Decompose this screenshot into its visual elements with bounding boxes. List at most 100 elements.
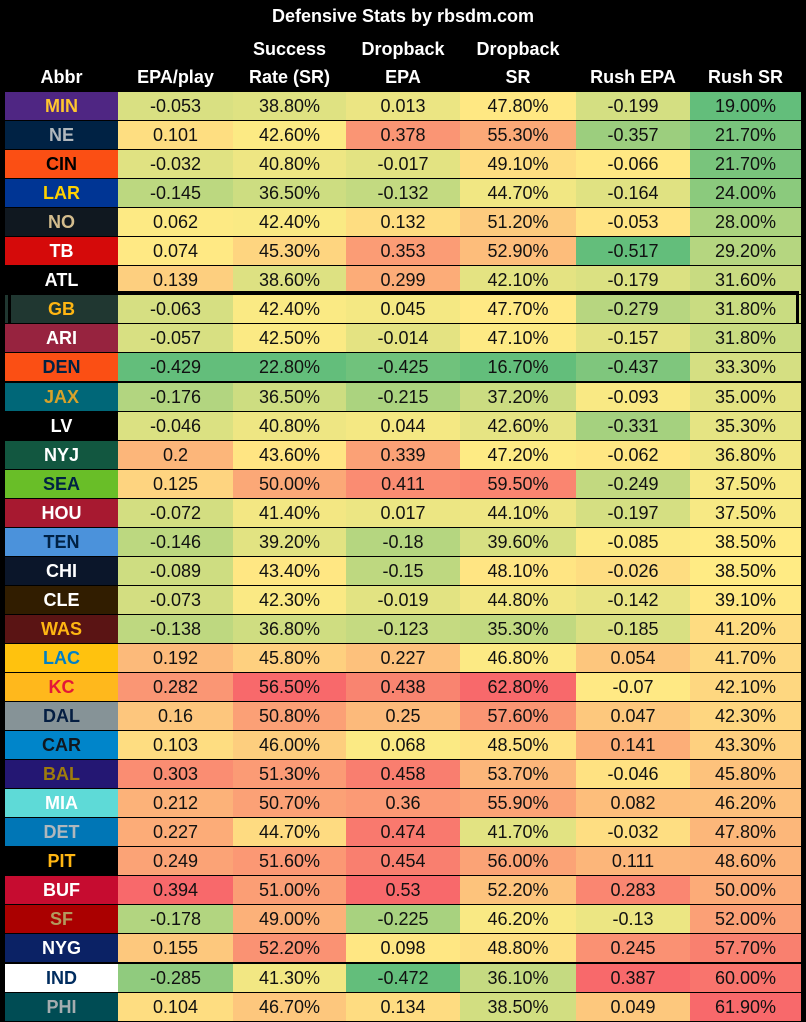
stat-cell-dropback_sr: 44.70% — [460, 179, 576, 208]
team-abbr-cell: TEN — [5, 527, 118, 556]
stat-cell-success_rate: 51.30% — [233, 760, 346, 789]
stat-cell-success_rate: 52.20% — [233, 934, 346, 963]
team-abbr-cell: CHI — [5, 556, 118, 585]
column-header-dropback_sr-line2: SR — [505, 67, 531, 87]
stat-cell-dropback_sr: 44.80% — [460, 585, 576, 614]
stat-cell-dropback_sr: 41.70% — [460, 818, 576, 847]
stat-cell-success_rate: 51.60% — [233, 847, 346, 876]
team-abbr-cell: BUF — [5, 876, 118, 905]
stat-cell-dropback_sr: 59.50% — [460, 469, 576, 498]
stat-cell-rush_sr: 38.50% — [690, 556, 801, 585]
team-abbr-cell: MIA — [5, 789, 118, 818]
stat-cell-dropback_epa: 0.454 — [346, 847, 460, 876]
stat-cell-epa_play: 0.125 — [118, 469, 233, 498]
stat-cell-dropback_sr: 47.80% — [460, 92, 576, 120]
stat-cell-rush_sr: 60.00% — [690, 963, 801, 992]
stat-cell-dropback_sr: 53.70% — [460, 760, 576, 789]
column-header-success_rate-line2: Rate (SR) — [248, 67, 330, 87]
stat-cell-rush_sr: 28.00% — [690, 208, 801, 237]
stat-cell-success_rate: 44.70% — [233, 818, 346, 847]
stat-cell-dropback_epa: -0.132 — [346, 179, 460, 208]
stat-cell-rush_epa: -0.185 — [576, 614, 690, 643]
column-header-dropback_epa-line2: EPA — [385, 67, 421, 87]
team-abbr-cell: DET — [5, 818, 118, 847]
stat-cell-rush_sr: 50.00% — [690, 876, 801, 905]
stat-cell-dropback_epa: 0.132 — [346, 208, 460, 237]
stat-cell-epa_play: 0.062 — [118, 208, 233, 237]
stat-cell-dropback_sr: 35.30% — [460, 614, 576, 643]
stat-cell-epa_play: -0.138 — [118, 614, 233, 643]
stat-cell-success_rate: 46.00% — [233, 731, 346, 760]
stat-cell-rush_sr: 38.50% — [690, 527, 801, 556]
team-abbr-cell: NO — [5, 208, 118, 237]
stat-cell-epa_play: 0.139 — [118, 266, 233, 295]
stat-cell-dropback_epa: -0.014 — [346, 324, 460, 353]
stat-cell-dropback_sr: 38.50% — [460, 992, 576, 1021]
stat-cell-rush_epa: -0.053 — [576, 208, 690, 237]
stat-cell-success_rate: 51.00% — [233, 876, 346, 905]
stat-cell-rush_sr: 29.20% — [690, 237, 801, 266]
stat-cell-rush_sr: 41.20% — [690, 614, 801, 643]
stat-cell-rush_epa: -0.357 — [576, 121, 690, 150]
stat-cell-success_rate: 36.50% — [233, 382, 346, 411]
stat-cell-success_rate: 43.60% — [233, 440, 346, 469]
stat-cell-epa_play: 0.394 — [118, 876, 233, 905]
team-abbr-cell: LAR — [5, 179, 118, 208]
stat-cell-epa_play: 0.227 — [118, 818, 233, 847]
stat-cell-dropback_epa: 0.378 — [346, 121, 460, 150]
stat-cell-dropback_epa: 0.299 — [346, 266, 460, 295]
stat-cell-dropback_sr: 48.50% — [460, 731, 576, 760]
column-header-dropback_sr-line1: Dropback — [476, 39, 560, 59]
team-abbr-cell: TB — [5, 237, 118, 266]
stat-cell-rush_epa: 0.387 — [576, 963, 690, 992]
stat-cell-dropback_sr: 47.10% — [460, 324, 576, 353]
stat-cell-epa_play: 0.192 — [118, 643, 233, 672]
stat-cell-rush_epa: 0.082 — [576, 789, 690, 818]
stat-cell-rush_epa: -0.062 — [576, 440, 690, 469]
stat-cell-epa_play: 0.2 — [118, 440, 233, 469]
team-abbr-cell: NE — [5, 121, 118, 150]
stat-cell-dropback_sr: 46.80% — [460, 643, 576, 672]
stat-cell-epa_play: -0.073 — [118, 585, 233, 614]
stat-cell-rush_sr: 35.00% — [690, 382, 801, 411]
stat-cell-rush_epa: -0.066 — [576, 150, 690, 179]
stat-cell-rush_epa: -0.093 — [576, 382, 690, 411]
stat-cell-success_rate: 50.00% — [233, 469, 346, 498]
stat-cell-epa_play: 0.249 — [118, 847, 233, 876]
stat-cell-dropback_epa: -0.017 — [346, 150, 460, 179]
stat-cell-epa_play: -0.178 — [118, 905, 233, 934]
stat-cell-dropback_sr: 57.60% — [460, 702, 576, 731]
stat-cell-dropback_sr: 48.80% — [460, 934, 576, 963]
stat-cell-dropback_epa: -0.15 — [346, 556, 460, 585]
stat-cell-dropback_epa: 0.353 — [346, 237, 460, 266]
stat-cell-rush_sr: 33.30% — [690, 353, 801, 382]
stat-cell-dropback_epa: 0.017 — [346, 498, 460, 527]
stat-cell-dropback_epa: 0.53 — [346, 876, 460, 905]
stat-cell-dropback_sr: 42.60% — [460, 411, 576, 440]
stat-cell-dropback_sr: 52.90% — [460, 237, 576, 266]
stat-cell-rush_epa: 0.283 — [576, 876, 690, 905]
stat-cell-epa_play: 0.282 — [118, 673, 233, 701]
team-abbr-cell: CLE — [5, 585, 118, 614]
stat-cell-rush_sr: 19.00% — [690, 92, 801, 120]
stat-cell-dropback_sr: 47.20% — [460, 440, 576, 469]
stat-cell-dropback_epa: -0.019 — [346, 585, 460, 614]
stat-cell-rush_epa: -0.13 — [576, 905, 690, 934]
team-abbr-cell: ATL — [5, 266, 118, 295]
stat-cell-rush_sr: 48.60% — [690, 847, 801, 876]
team-abbr-cell: PHI — [5, 992, 118, 1021]
team-abbr-cell: MIN — [5, 92, 118, 120]
stat-cell-rush_epa: 0.049 — [576, 992, 690, 1021]
team-abbr-cell: JAX — [5, 382, 118, 411]
stat-cell-rush_epa: -0.164 — [576, 179, 690, 208]
team-abbr-cell: HOU — [5, 498, 118, 527]
stat-cell-dropback_epa: 0.438 — [346, 673, 460, 701]
stat-cell-dropback_epa: -0.215 — [346, 382, 460, 411]
stat-cell-dropback_sr: 37.20% — [460, 382, 576, 411]
column-header-success_rate-line1: Success — [252, 39, 327, 59]
stat-cell-epa_play: 0.212 — [118, 789, 233, 818]
stat-cell-epa_play: -0.053 — [118, 92, 233, 120]
stat-cell-rush_epa: 0.111 — [576, 847, 690, 876]
stat-cell-epa_play: -0.063 — [118, 295, 233, 324]
stat-cell-rush_epa: -0.437 — [576, 353, 690, 382]
